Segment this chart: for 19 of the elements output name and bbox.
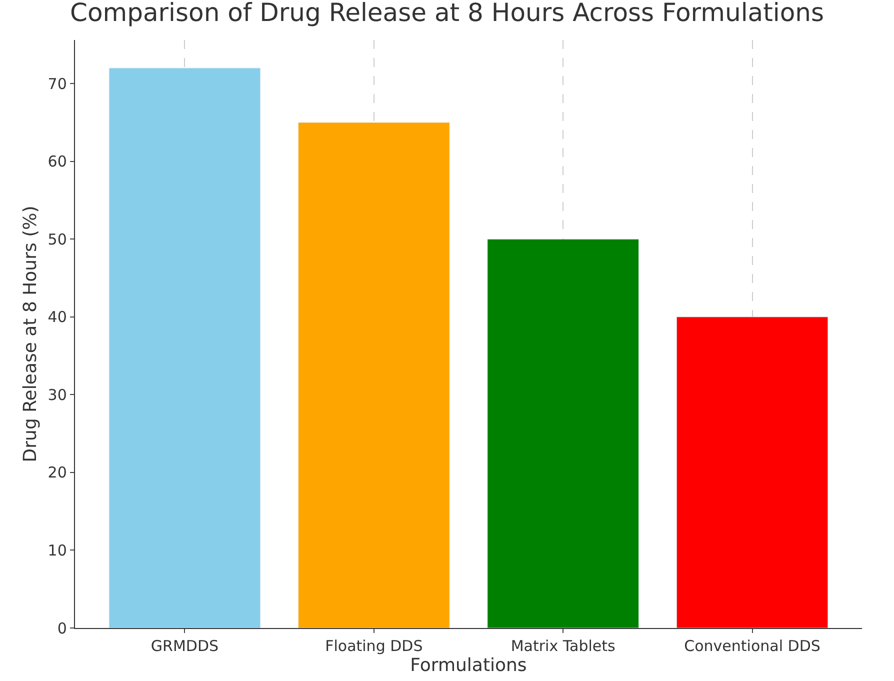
bar [298,122,450,628]
y-tick-label: 0 [57,619,67,638]
bar [676,316,828,628]
y-tick-label: 70 [48,74,67,93]
chart-title: Comparison of Drug Release at 8 Hours Across Formulations [70,0,824,27]
y-tick-label: 30 [48,386,67,404]
bar [108,68,261,628]
y-tick-label: 50 [48,230,67,248]
y-tick-label: 60 [48,152,67,171]
x-tick-label: Conventional DDS [684,637,820,656]
y-tick-label: 40 [48,308,67,326]
x-tick-label: GRMDDS [150,637,219,656]
x-tick-label: Floating DDS [325,637,423,656]
y-axis-title: Drug Release at 8 Hours (%) [20,206,42,462]
x-axis-title: Formulations [410,655,527,676]
bar [487,238,640,628]
y-tick-label: 20 [48,464,67,482]
y-tick-label: 10 [48,541,67,560]
x-tick-label: Matrix Tablets [510,637,616,656]
